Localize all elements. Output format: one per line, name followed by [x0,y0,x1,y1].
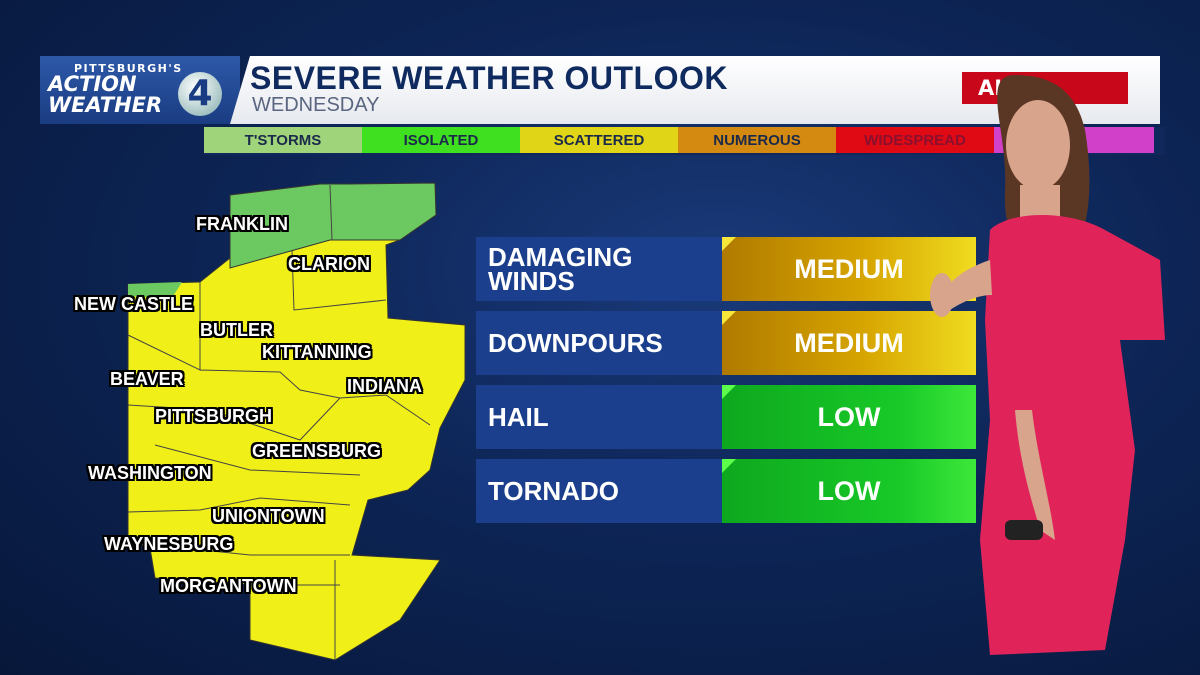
presenter [930,75,1165,655]
station-logo: PITTSBURGH'S ACTION WEATHER 4 [40,56,240,124]
city-label: MORGANTOWN [160,576,297,596]
legend-tstorms: T'STORMS [204,127,362,153]
hazard-level: LOW [722,385,976,449]
city-label: UNIONTOWN [212,506,325,526]
logo-text: ACTION WEATHER [48,72,163,117]
hazard-name: DOWNPOURS [476,311,722,375]
legend-scattered: SCATTERED [520,127,678,153]
hazard-row: TORNADO LOW [476,459,976,523]
page-subtitle: WEDNESDAY [252,94,380,116]
hazard-row: DAMAGING WINDS MEDIUM [476,237,976,301]
legend-numerous: NUMEROUS [678,127,836,153]
hazard-name: HAIL [476,385,722,449]
hazard-row: HAIL LOW [476,385,976,449]
city-label: BUTLER [200,320,273,340]
legend-widespread: WIDESPREAD [836,127,994,153]
city-label: INDIANA [347,376,422,396]
hazard-name: TORNADO [476,459,722,523]
city-label: NEW CASTLE [74,294,193,314]
isolated-area-west [128,282,182,298]
hazard-name: DAMAGING WINDS [476,237,722,301]
city-label: WAYNESBURG [104,534,234,554]
city-label: PITTSBURGH [155,406,272,426]
city-label: KITTANNING [262,342,372,362]
page-title: SEVERE WEATHER OUTLOOK [250,60,728,96]
city-label: WASHINGTON [88,463,212,483]
logo-number: 4 [178,72,222,116]
legend-isolated: ISOLATED [362,127,520,153]
county-lines [127,184,431,660]
city-label: BEAVER [110,369,184,389]
hazard-level: LOW [722,459,976,523]
city-label: GREENSBURG [252,441,382,461]
hazard-row: DOWNPOURS MEDIUM [476,311,976,375]
hazard-level: MEDIUM [722,311,976,375]
isolated-area [229,182,437,269]
city-label: FRANKLIN [196,214,288,234]
city-label: CLARION [288,254,370,274]
logo-small-text: PITTSBURGH'S [74,62,183,75]
